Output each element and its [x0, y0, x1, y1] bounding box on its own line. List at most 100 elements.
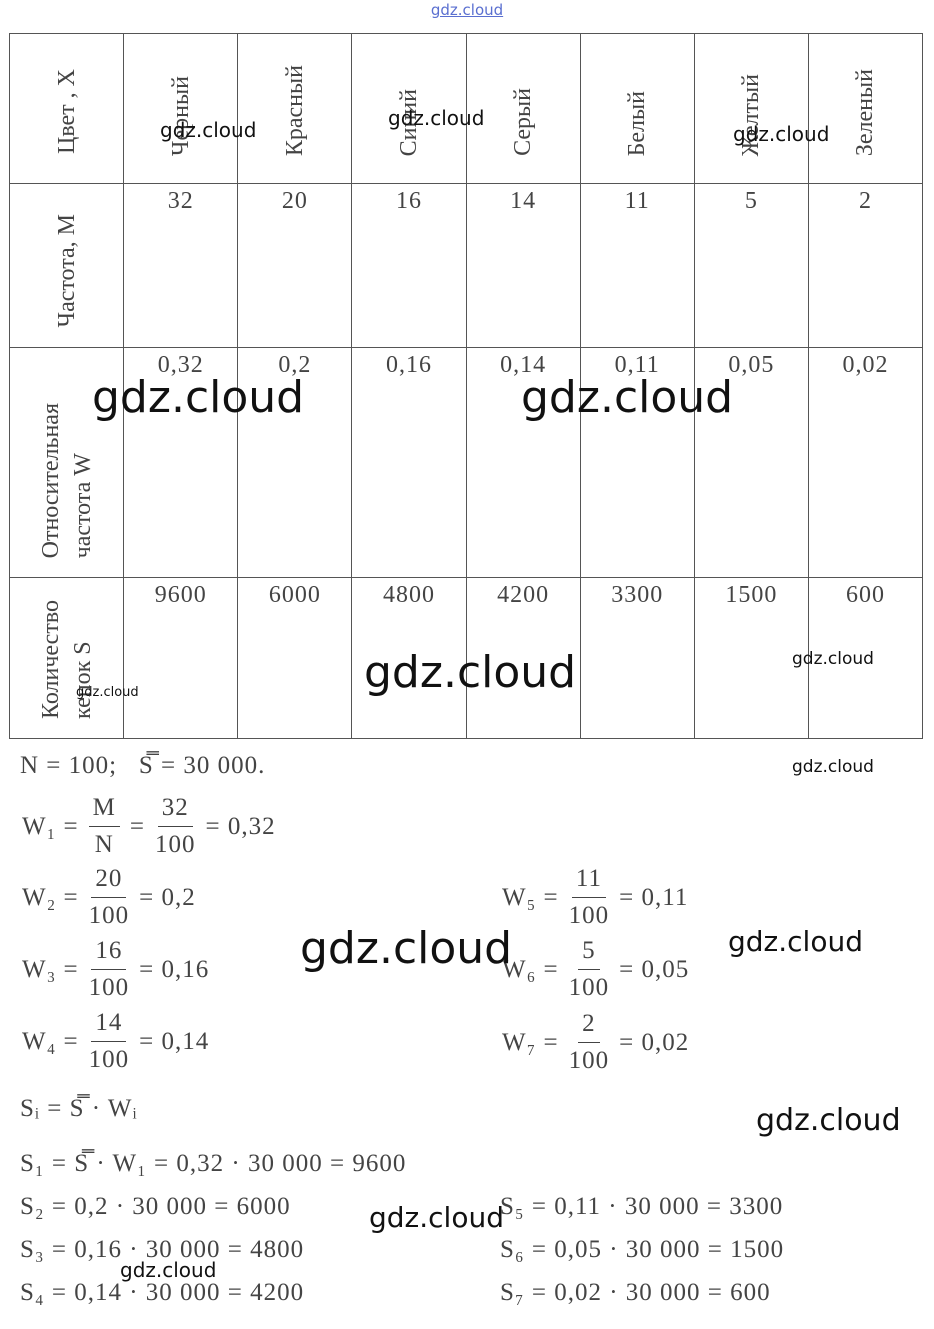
row-label-line: кепок S — [69, 641, 96, 719]
numerator: 16 — [91, 933, 127, 970]
formula-text: = 0,2 — [139, 883, 196, 911]
cell-value: 0,02 — [842, 352, 889, 378]
value-cell: 0,05 — [693, 347, 809, 578]
numerator: 5 — [578, 933, 600, 970]
cell-value: 0,16 — [385, 352, 432, 378]
formula-text: = 0,32 — [205, 812, 276, 840]
row-label-cell: Количество кепок S — [8, 577, 125, 739]
value-cell: 600 — [807, 577, 924, 739]
cell-value: 0,05 — [728, 352, 775, 378]
watermark: gdz.cloud — [300, 923, 513, 974]
cell-value: 600 — [845, 582, 885, 608]
fraction: 5 100 — [569, 933, 610, 1006]
denominator: 100 — [568, 1047, 610, 1074]
table-row: Частота, M 32 20 16 14 11 5 2 — [8, 183, 924, 348]
value-cell: 14 — [465, 183, 581, 348]
cell-value: 9600 — [154, 582, 207, 608]
numerator: 32 — [157, 790, 193, 827]
row-label-line: Относительная — [37, 402, 64, 558]
value-cell: 4800 — [351, 577, 467, 739]
row-label-cell: Частота, M — [8, 183, 125, 348]
cell-value: 3300 — [611, 582, 664, 608]
fraction: 2 100 — [569, 1006, 610, 1079]
w-formula: W₃ = 16 100 = 0,16 — [20, 933, 211, 1006]
numerator: 11 — [571, 861, 606, 898]
watermark: gdz.cloud — [792, 757, 874, 777]
watermark: gdz.cloud — [733, 122, 830, 146]
color-cell: Белый — [579, 33, 695, 184]
color-cell: Желтый — [693, 33, 809, 184]
formula-text: W₁ = — [22, 812, 79, 840]
watermark: gdz.cloud — [756, 1103, 901, 1138]
row-label-line: Количество — [37, 600, 64, 719]
fraction: 16 100 — [89, 933, 130, 1006]
color-name: Серый — [510, 88, 537, 156]
value-cell: 9600 — [123, 577, 239, 739]
numerator: 20 — [91, 861, 127, 898]
table-row: Относительная частота W 0,32 0,2 0,16 0,14 0,1… — [8, 347, 924, 578]
row-label-line: частота W — [69, 452, 96, 558]
value-cell: 16 — [351, 183, 467, 348]
frequency-table: Цвет , X Черный Красный Синий Серый Белый Желт… — [8, 33, 924, 739]
denominator: 100 — [88, 1046, 130, 1073]
color-name: Белый — [624, 90, 651, 156]
formula-text: W₅ = — [502, 883, 559, 911]
table-row: Количество кепок S 9600 6000 4800 4200 3300 150… — [8, 577, 924, 739]
s-formula: S₁ = S̿ · W₁ = 0,32 · 30 000 = 9600 — [20, 1150, 407, 1177]
row-label: Относительная частота W — [35, 403, 99, 558]
numerator: M — [88, 790, 120, 827]
w-formula: W₅ = 11 100 = 0,11 — [500, 861, 690, 934]
fraction: 14 100 — [89, 1005, 130, 1078]
cell-value: 0,14 — [500, 352, 547, 378]
color-cell: Красный — [237, 33, 353, 184]
w-formula: W₇ = 2 100 = 0,02 — [500, 1006, 691, 1079]
formula-text: = 0,14 — [139, 1027, 210, 1055]
watermark: gdz.cloud — [160, 118, 257, 142]
formula-text: W₃ = — [22, 955, 79, 983]
fraction: 32 100 — [155, 790, 196, 863]
row-label-line: Частота, M — [53, 214, 80, 328]
site-link[interactable]: gdz.cloud — [430, 1, 504, 19]
s-formula: S₅ = 0,11 · 30 000 = 3300 — [500, 1193, 784, 1220]
row-label-cell: Относительная частота W — [8, 347, 125, 578]
value-cell: 20 — [237, 183, 353, 348]
w-formula: W₄ = 14 100 = 0,14 — [20, 1005, 211, 1078]
numerator: 14 — [91, 1005, 127, 1042]
value-cell: 0,2 — [237, 347, 353, 578]
watermark: gdz.cloud — [369, 1201, 504, 1234]
formula-text: = 0,16 — [139, 955, 210, 983]
cell-value: 0,2 — [278, 352, 312, 378]
value-cell: 6000 — [237, 577, 353, 739]
s-formula: S₇ = 0,02 · 30 000 = 600 — [500, 1279, 771, 1306]
color-cell: Серый — [465, 33, 581, 184]
value-cell: 5 — [693, 183, 809, 348]
numerator: 2 — [578, 1006, 600, 1043]
watermark: gdz.cloud — [120, 1258, 217, 1282]
row-label: Количество кепок S — [35, 600, 99, 719]
formula-text: = 0,02 — [619, 1028, 690, 1056]
cell-value: 11 — [624, 188, 650, 214]
value-cell: 0,14 — [465, 347, 581, 578]
cell-value: 4800 — [382, 582, 435, 608]
denominator: 100 — [88, 974, 130, 1001]
color-name: Черный — [167, 75, 194, 156]
color-cell: Зеленый — [807, 33, 924, 184]
formula-text: W₆ = — [502, 955, 559, 983]
cell-value: 4200 — [497, 582, 550, 608]
value-cell: 11 — [579, 183, 695, 348]
given: N = 100; S̿ = 30 000. — [20, 752, 266, 779]
value-cell: 0,02 — [807, 347, 924, 578]
denominator: 100 — [568, 974, 610, 1001]
row-label: Частота, M — [51, 214, 83, 328]
watermark: gdz.cloud — [728, 925, 863, 958]
fraction: 11 100 — [569, 861, 610, 934]
formula-text: = 0,05 — [619, 955, 690, 983]
color-cell: Черный — [123, 33, 239, 184]
watermark: gdz.cloud — [792, 649, 874, 669]
watermark: gdz.cloud — [76, 685, 139, 700]
value-cell: 0,32 — [123, 347, 239, 578]
formula-text: = 0,11 — [619, 883, 689, 911]
denominator: 100 — [155, 831, 196, 858]
watermark: gdz.cloud — [364, 647, 577, 698]
